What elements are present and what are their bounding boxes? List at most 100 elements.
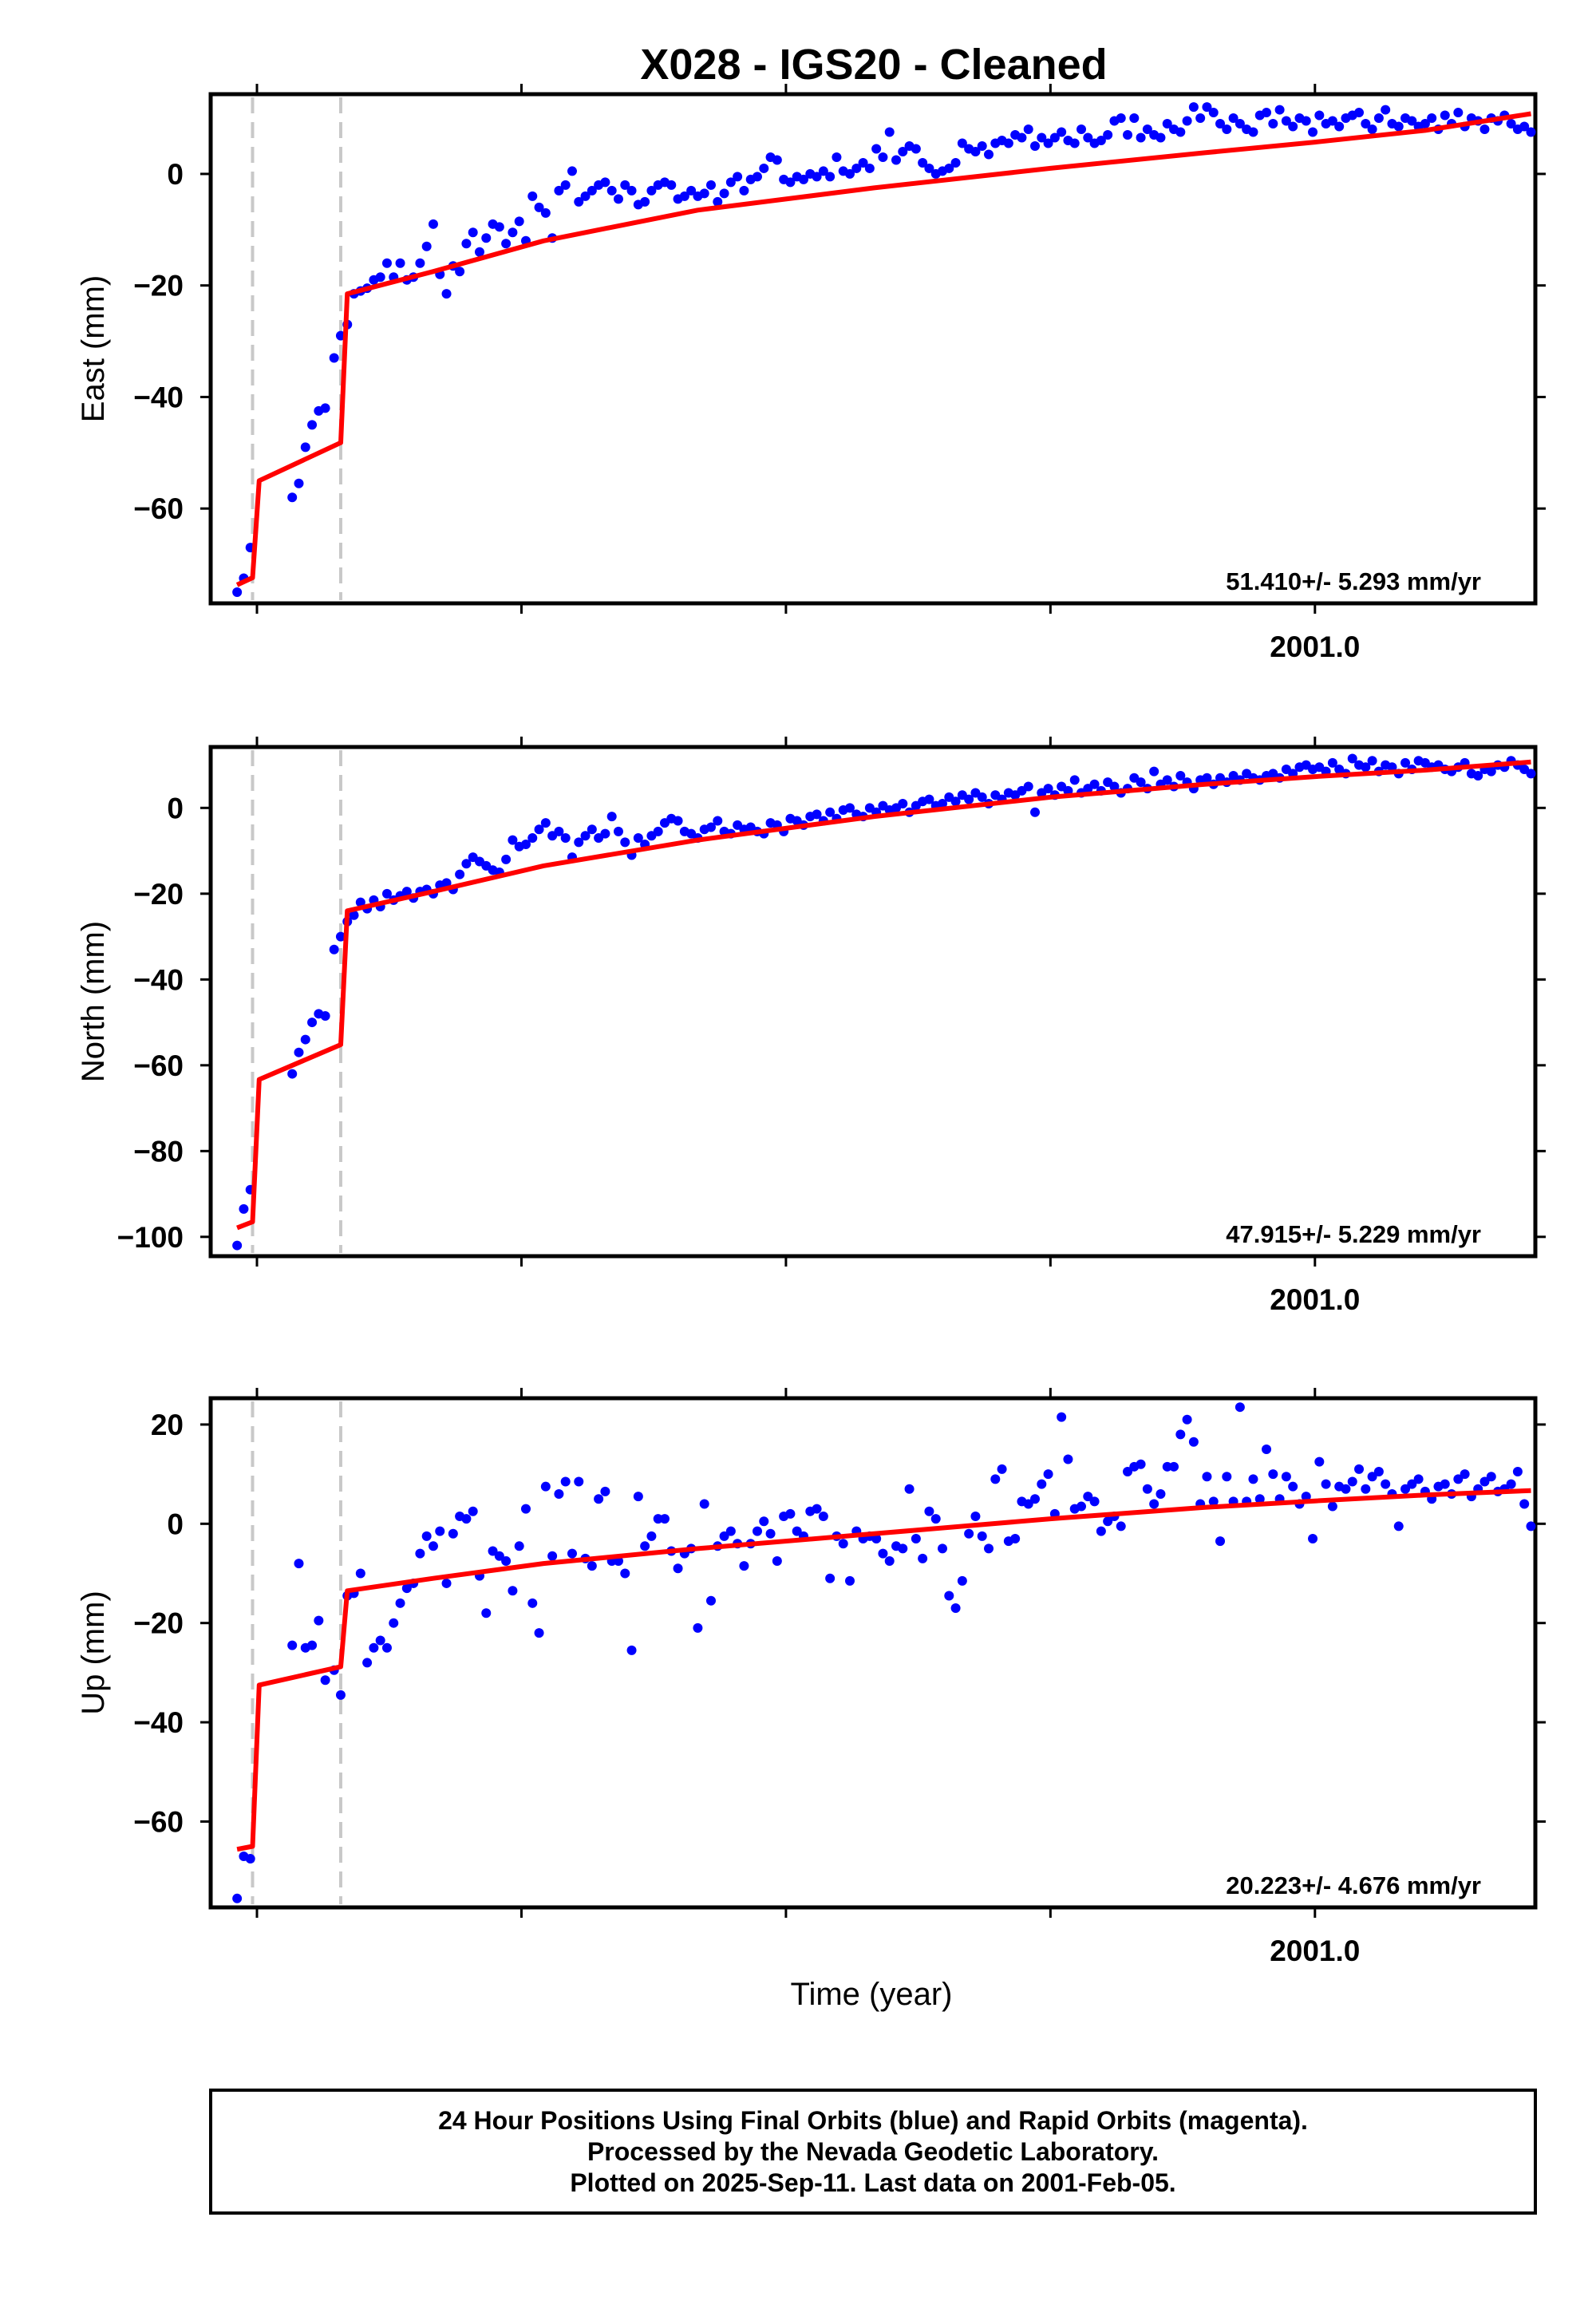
east-data-point bbox=[554, 185, 564, 196]
north-data-point bbox=[1089, 779, 1100, 789]
up-data-point bbox=[501, 1555, 512, 1566]
east-data-point bbox=[818, 166, 828, 176]
north-data-point bbox=[1109, 781, 1120, 792]
east-data-point bbox=[752, 172, 762, 182]
up-data-point bbox=[725, 1526, 736, 1536]
north-data-point bbox=[653, 826, 663, 836]
up-data-point bbox=[395, 1598, 405, 1608]
north-data-point bbox=[508, 835, 518, 845]
east-data-point bbox=[620, 180, 630, 190]
north-model-line bbox=[236, 759, 1531, 1231]
north-ytick-label: −80 bbox=[133, 1135, 184, 1168]
north-data-point bbox=[938, 798, 948, 808]
up-data-point bbox=[1347, 1476, 1357, 1487]
up-data-point bbox=[1063, 1454, 1073, 1464]
east-data-point bbox=[1208, 108, 1219, 118]
up-ytick-label: −20 bbox=[133, 1607, 184, 1640]
east-data-point bbox=[468, 227, 478, 238]
up-data-point bbox=[838, 1539, 848, 1549]
north-data-point bbox=[606, 812, 617, 822]
east-data-point bbox=[950, 157, 961, 168]
north-data-point bbox=[1361, 762, 1371, 773]
up-data-point bbox=[1373, 1467, 1384, 1477]
east-data-point bbox=[871, 144, 882, 154]
north-data-point bbox=[1473, 771, 1483, 781]
east-ytick-label: −40 bbox=[133, 381, 184, 413]
north-data-point bbox=[1136, 777, 1146, 788]
up-data-point bbox=[1341, 1484, 1351, 1494]
east-data-point bbox=[1043, 138, 1053, 148]
north-data-point bbox=[898, 798, 908, 808]
east-data-point bbox=[812, 172, 822, 182]
north-data-point bbox=[825, 807, 836, 817]
up-data-point bbox=[944, 1591, 954, 1601]
north-data-point bbox=[355, 897, 365, 907]
up-data-point bbox=[1281, 1472, 1291, 1482]
x-axis-label: Time (year) bbox=[791, 1977, 953, 2012]
up-data-point bbox=[362, 1658, 373, 1668]
up-data-point bbox=[421, 1531, 432, 1541]
east-data-point bbox=[1142, 124, 1152, 135]
north-data-point bbox=[1486, 766, 1496, 777]
east-data-point bbox=[415, 258, 425, 268]
east-data-point bbox=[878, 152, 888, 162]
north-data-point bbox=[600, 828, 610, 839]
north-axis-label: North (mm) bbox=[76, 921, 111, 1082]
east-data-point bbox=[825, 172, 836, 182]
up-data-point bbox=[540, 1481, 551, 1492]
east-data-point bbox=[772, 155, 782, 165]
up-data-point bbox=[653, 1514, 663, 1524]
east-data-point bbox=[474, 247, 484, 257]
east-data-point bbox=[428, 219, 438, 229]
up-data-point bbox=[415, 1548, 425, 1559]
up-data-point bbox=[699, 1499, 709, 1509]
north-data-point bbox=[349, 910, 359, 920]
east-data-point bbox=[606, 185, 617, 196]
east-data-point bbox=[1354, 108, 1365, 118]
east-data-point bbox=[441, 289, 452, 299]
up-ytick-label: 0 bbox=[167, 1508, 184, 1540]
east-data-point bbox=[884, 127, 895, 137]
up-data-point bbox=[693, 1622, 703, 1633]
up-data-point bbox=[1215, 1536, 1226, 1547]
up-data-point bbox=[1010, 1533, 1021, 1543]
east-data-point bbox=[918, 157, 928, 168]
east-data-point bbox=[574, 196, 584, 207]
east-data-point bbox=[1427, 113, 1437, 124]
north-ytick-label: −60 bbox=[133, 1049, 184, 1082]
east-data-point bbox=[534, 202, 544, 212]
up-data-point bbox=[1162, 1461, 1172, 1472]
east-data-point bbox=[1103, 130, 1113, 140]
east-data-point bbox=[1479, 124, 1490, 135]
up-data-point bbox=[1440, 1479, 1450, 1489]
up-data-point bbox=[719, 1531, 729, 1541]
east-data-point bbox=[1248, 127, 1258, 137]
north-data-point bbox=[713, 816, 723, 826]
north-data-point bbox=[320, 1011, 330, 1022]
east-data-point bbox=[375, 272, 385, 283]
north-data-point bbox=[307, 1018, 318, 1028]
up-data-point bbox=[759, 1516, 769, 1527]
up-data-point bbox=[970, 1511, 981, 1521]
up-data-point bbox=[1381, 1479, 1391, 1489]
east-data-point bbox=[1136, 132, 1146, 143]
up-data-point bbox=[957, 1575, 967, 1586]
east-data-point bbox=[501, 239, 512, 249]
up-data-point bbox=[997, 1464, 1007, 1474]
north-ytick-label: −20 bbox=[133, 878, 184, 911]
east-data-point bbox=[600, 177, 610, 188]
footer-box bbox=[209, 2089, 1537, 2215]
up-data-point bbox=[1169, 1461, 1179, 1472]
north-data-point bbox=[977, 792, 987, 802]
up-data-point bbox=[527, 1598, 538, 1608]
up-data-point bbox=[977, 1531, 987, 1541]
east-rate-label: 51.410+/- 5.293 mm/yr bbox=[1226, 567, 1481, 595]
up-data-point bbox=[1519, 1499, 1530, 1509]
up-data-point bbox=[441, 1578, 452, 1588]
east-data-point bbox=[508, 227, 518, 238]
up-data-point bbox=[435, 1526, 445, 1536]
up-data-point bbox=[930, 1514, 941, 1524]
north-data-point bbox=[1162, 775, 1172, 785]
east-data-point bbox=[1262, 108, 1272, 118]
up-data-point bbox=[1142, 1484, 1152, 1494]
